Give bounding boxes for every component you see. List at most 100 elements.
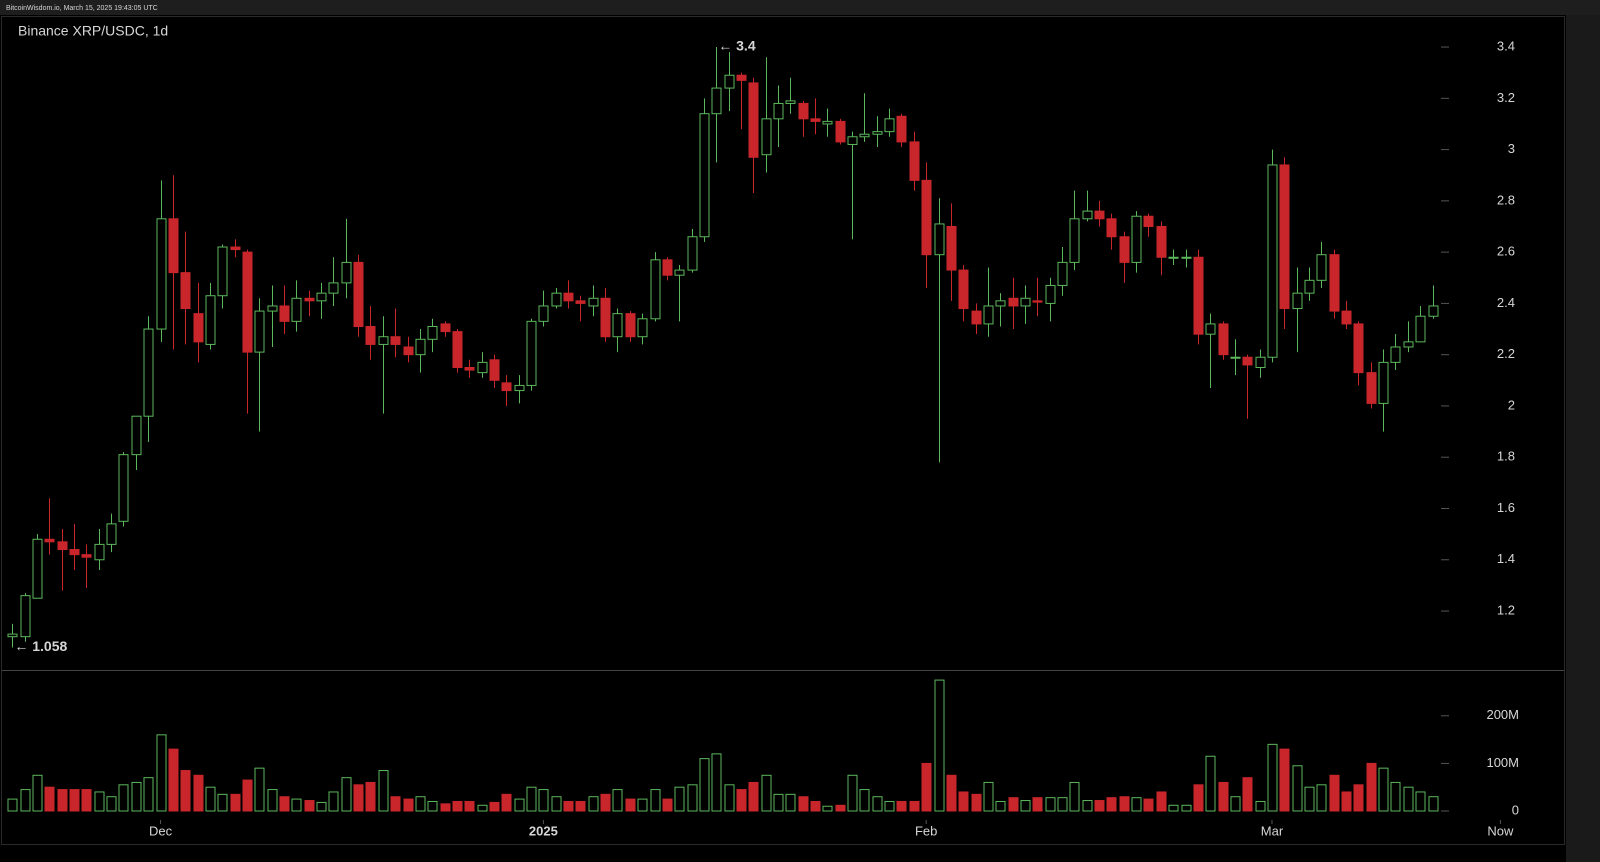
- volume-bar: [1008, 797, 1019, 812]
- candle-body: [835, 120, 846, 143]
- volume-bar: [971, 793, 982, 812]
- candle-body: [143, 328, 154, 417]
- y-tick-label: 3.2: [1497, 90, 1515, 105]
- candle-body: [106, 523, 117, 545]
- volume-bar: [588, 796, 599, 812]
- candle-body: [403, 346, 414, 356]
- candle-body: [575, 300, 586, 304]
- candle-body: [711, 87, 722, 115]
- volume-bar: [650, 789, 661, 812]
- x-tick-label: Now: [1487, 823, 1514, 838]
- candle-body: [1205, 323, 1216, 335]
- candle-body: [600, 297, 611, 338]
- candle-body: [254, 310, 265, 353]
- candle-body: [724, 74, 735, 89]
- volume-bar: [946, 774, 957, 812]
- y-tick-label: 3.4: [1497, 38, 1515, 53]
- volume-bar: [995, 800, 1006, 812]
- volume-tick-label: 100M: [1486, 755, 1519, 770]
- volume-bar: [1218, 781, 1229, 812]
- volume-bar: [711, 753, 722, 812]
- volume-bar: [896, 800, 907, 812]
- candle-body: [637, 318, 648, 338]
- volume-bar: [106, 796, 117, 812]
- candle-body: [1156, 225, 1167, 258]
- volume-bar: [835, 804, 846, 812]
- candle-body: [378, 336, 389, 345]
- volume-bar: [230, 793, 241, 812]
- candle-body: [291, 297, 302, 322]
- candle-body: [1403, 341, 1414, 348]
- volume-bar: [94, 791, 105, 812]
- candle-body: [217, 246, 228, 297]
- volume-bar: [1428, 796, 1439, 812]
- candle-body: [1106, 218, 1117, 238]
- volume-bar: [69, 789, 80, 812]
- y-tick-label: 2.2: [1497, 346, 1515, 361]
- volume-bar: [353, 784, 364, 812]
- volume-bar: [872, 796, 883, 812]
- volume-bar: [1304, 786, 1315, 812]
- candle-body: [1428, 305, 1439, 317]
- volume-bar: [156, 734, 167, 812]
- volume-bar: [785, 793, 796, 812]
- candle-body: [514, 384, 525, 392]
- candle-body: [1292, 292, 1303, 310]
- y-tick-label: 2.6: [1497, 244, 1515, 259]
- candle-body: [551, 292, 562, 307]
- volume-bar: [1057, 797, 1068, 812]
- volume-bar: [1267, 743, 1278, 812]
- volume-bar: [822, 805, 833, 812]
- volume-bar: [1242, 777, 1253, 812]
- candle-body: [415, 338, 426, 356]
- candle-body: [896, 115, 907, 143]
- candle-body: [674, 269, 685, 276]
- y-tick-label: 2.4: [1497, 295, 1515, 310]
- candle-body: [1168, 256, 1179, 259]
- volume-bar: [1069, 781, 1080, 812]
- volume-bar: [1168, 804, 1179, 812]
- candle-body: [538, 305, 549, 322]
- candle-body: [205, 295, 216, 345]
- volume-bar: [1255, 800, 1266, 812]
- volume-bar: [1082, 800, 1093, 812]
- volume-bar: [1230, 796, 1241, 812]
- volume-bar: [390, 796, 401, 812]
- candle-body: [365, 325, 376, 345]
- candle-body: [1008, 297, 1019, 307]
- volume-bar: [464, 800, 475, 812]
- candle-body: [921, 179, 932, 256]
- volume-bar: [810, 800, 821, 812]
- y-tick-label: 1.6: [1497, 500, 1515, 515]
- volume-bar: [291, 798, 302, 812]
- candle-body: [526, 320, 537, 386]
- candle-body: [1353, 323, 1364, 374]
- x-tick-label: 2025: [529, 823, 558, 838]
- candle-body: [971, 310, 982, 325]
- volume-bar: [1106, 797, 1117, 812]
- volume-bar: [526, 786, 537, 812]
- candle-body: [1316, 254, 1327, 281]
- annotation: ← 3.4: [718, 38, 756, 54]
- volume-bar: [612, 789, 623, 812]
- volume-bar: [637, 798, 648, 812]
- candle-body: [156, 218, 167, 330]
- candle-body: [7, 633, 18, 638]
- candle-body: [44, 538, 55, 543]
- volume-bar: [118, 784, 129, 812]
- candle-body: [588, 297, 599, 307]
- volume-bar: [748, 781, 759, 812]
- candle-body: [625, 313, 636, 338]
- volume-tick-label: 200M: [1486, 707, 1519, 722]
- candle-body: [32, 538, 43, 599]
- candle-body: [934, 223, 945, 256]
- volume-bar: [489, 801, 500, 812]
- volume-bar: [1143, 798, 1154, 812]
- candle-body: [650, 259, 661, 320]
- candle-body: [761, 118, 772, 156]
- candle-body: [390, 336, 401, 345]
- volume-bar: [254, 767, 265, 812]
- volume-bar: [32, 774, 43, 812]
